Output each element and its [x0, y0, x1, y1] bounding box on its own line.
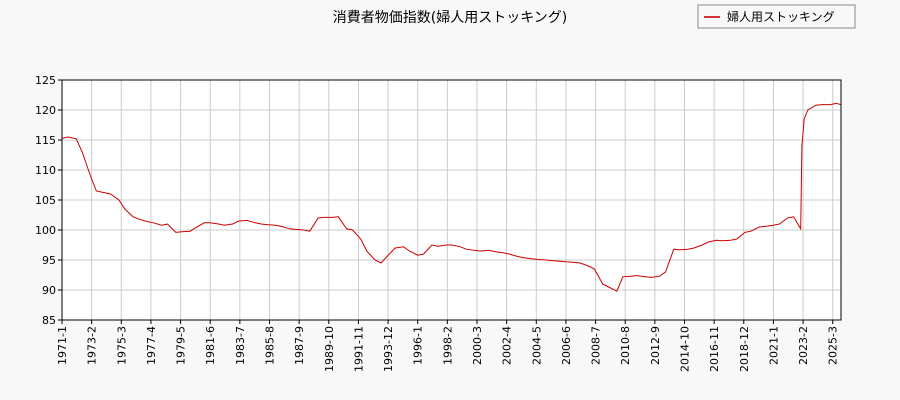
grid-lines: [61, 79, 841, 321]
x-tick-label: 2006-6: [560, 326, 573, 365]
y-axis: 85 90 95 100 105 110 115 120 125: [35, 74, 62, 327]
y-tick-label: 90: [42, 284, 56, 297]
x-tick-label: 1975-3: [115, 326, 128, 365]
y-tick-label: 105: [35, 194, 56, 207]
x-tick-label: 1973-2: [86, 326, 99, 365]
x-tick-label: 2004-5: [530, 326, 543, 365]
x-tick-label: 2023-2: [797, 326, 810, 365]
y-tick-label: 100: [35, 224, 56, 237]
x-tick-label: 1987-9: [293, 326, 306, 365]
x-tick-label: 2010-8: [619, 326, 632, 365]
x-tick-label: 2012-9: [649, 326, 662, 365]
x-tick-label: 2008-7: [590, 326, 603, 365]
legend-box: [697, 4, 856, 29]
x-tick-label: 2025-3: [827, 326, 840, 365]
y-tick-label: 115: [35, 134, 56, 147]
x-tick-label: 1983-7: [234, 326, 247, 365]
x-tick-label: 1977-4: [145, 326, 158, 365]
x-tick-label: 1998-2: [441, 326, 454, 365]
x-tick-label: 1991-11: [352, 326, 365, 372]
y-tick-label: 95: [42, 254, 56, 267]
x-tick-label: 2002-4: [501, 326, 514, 365]
legend-label: 婦人用ストッキング: [727, 9, 835, 24]
y-tick-label: 110: [35, 164, 56, 177]
chart-title: 消費者物価指数(婦人用ストッキング): [333, 9, 568, 26]
x-tick-label: 1981-6: [204, 326, 217, 365]
x-tick-label: 2021-1: [767, 326, 780, 365]
x-tick-label: 2014-10: [678, 326, 691, 372]
y-tick-label: 85: [42, 314, 56, 327]
x-axis: 1971-1 1973-2 1975-3 1977-4 1979-5 1981-6 1983…: [56, 320, 840, 372]
x-tick-label: 1979-5: [175, 326, 188, 365]
x-tick-label: 1993-12: [382, 326, 395, 372]
x-tick-label: 1996-1: [412, 326, 425, 365]
x-tick-label: 2018-12: [738, 326, 751, 372]
y-tick-label: 120: [35, 104, 56, 117]
x-tick-label: 1989-10: [323, 326, 336, 372]
x-tick-label: 2016-11: [708, 326, 721, 372]
x-tick-label: 1985-8: [263, 326, 276, 365]
series-layer: [61, 102, 842, 292]
y-tick-label: 125: [35, 74, 56, 87]
legend: 婦人用ストッキング: [697, 4, 856, 29]
x-tick-label: 2000-3: [471, 326, 484, 365]
x-tick-label: 1971-1: [56, 326, 69, 365]
series-line: [61, 102, 842, 292]
